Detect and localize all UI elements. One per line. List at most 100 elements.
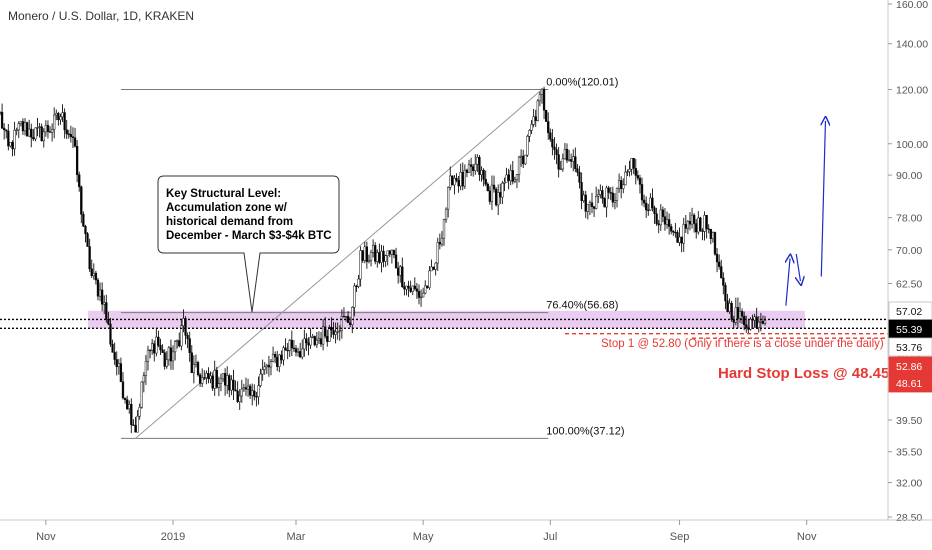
candle-body [701,230,704,232]
callout-box [157,175,340,313]
candle-body [624,171,627,186]
candle-body [226,375,229,386]
callout-line-3: historical demand from [166,216,293,228]
candle-body [138,407,141,417]
candle-body [595,195,598,209]
candle-body [17,123,20,131]
candle-body [513,179,517,182]
candle-body [474,163,477,171]
candle-body [490,184,494,202]
candle-body [555,149,558,155]
candle-body [740,311,744,317]
candle-body [745,324,748,328]
candle-body [321,326,325,345]
candle-body [290,339,293,349]
candle-body [165,359,168,367]
candle-body [715,253,719,263]
candle-body [5,129,8,132]
candle-body [171,351,175,362]
candle-body [100,289,104,305]
candle-body [303,338,306,350]
candle-body [638,177,642,185]
candle-body [451,175,454,186]
candle-body [292,347,296,350]
candle-body [117,363,120,368]
candle-body [709,228,712,239]
candle-body [494,188,498,206]
candle-body [301,348,304,358]
price-label-text: 52.86 [896,361,922,373]
candle-body [132,424,135,426]
candle-body [455,177,458,181]
candle-body [0,111,4,129]
candle-body [465,169,469,173]
candle-body [378,252,381,263]
projection-arrow [786,258,790,306]
candle-body [86,233,89,247]
candle-body [651,197,654,209]
projection-arrow [821,121,825,277]
candle-body [438,241,441,245]
price-axis: 160.00 140.00 120.00 100.00 90.00 78.00 70.00 6… [888,0,928,524]
candle-body [757,321,760,328]
candle-body [98,289,102,297]
candle-body [309,337,312,346]
candle-body [411,285,414,292]
y-tick-label: 78.00 [896,213,922,225]
candle-body [484,179,487,185]
y-tick-label: 32.00 [896,478,922,490]
candle-body [580,182,583,201]
price-label-text: 57.02 [896,306,922,318]
candle-body [73,137,77,147]
candle-body [469,164,473,167]
candle-body [40,126,43,141]
candle-body [157,336,160,346]
candle-body [428,270,431,288]
candle-body [609,192,612,194]
candle-body [134,425,137,433]
candle-body [472,166,475,171]
x-tick-label: 2019 [161,531,185,543]
candle-body [121,381,125,399]
candle-body [665,219,669,225]
stop-lines [565,332,888,339]
candle-body [267,364,271,368]
candle-body [115,359,118,368]
candle-body [271,354,275,362]
candle-body [88,246,91,270]
candle-body [553,146,556,150]
candle-body [144,360,148,376]
candle-body [720,266,723,279]
candle-body [711,232,715,239]
fib-label: 0.00%(120.01) [546,77,618,89]
candle-body [78,174,81,188]
candle-body [128,404,131,410]
candle-body [713,232,717,255]
candle-body [611,192,614,203]
candle-body [572,156,575,162]
candle-body [7,130,10,147]
y-tick-label: 100.00 [896,139,928,151]
candle-body [215,369,218,388]
candle-body [186,335,189,339]
candle-body [207,373,210,380]
time-axis: Nov 2019 Mar May Jul Sep Nov [36,520,817,543]
candle-body [509,170,512,181]
candle-body [228,375,231,391]
candle-body [703,215,706,232]
candle-body [547,121,550,134]
candle-body [674,231,677,234]
candle-body [38,126,41,128]
candle-body [111,343,114,353]
candle-body [107,319,110,325]
candle-body [315,339,318,346]
candle-body [82,214,85,227]
candle-body [276,356,279,367]
candle-body [140,381,143,408]
candle-body [699,217,702,232]
candle-body [724,285,727,302]
candle-body [332,329,335,335]
candle-body [394,254,398,269]
candle-body [105,302,108,320]
candle-body [282,347,285,361]
